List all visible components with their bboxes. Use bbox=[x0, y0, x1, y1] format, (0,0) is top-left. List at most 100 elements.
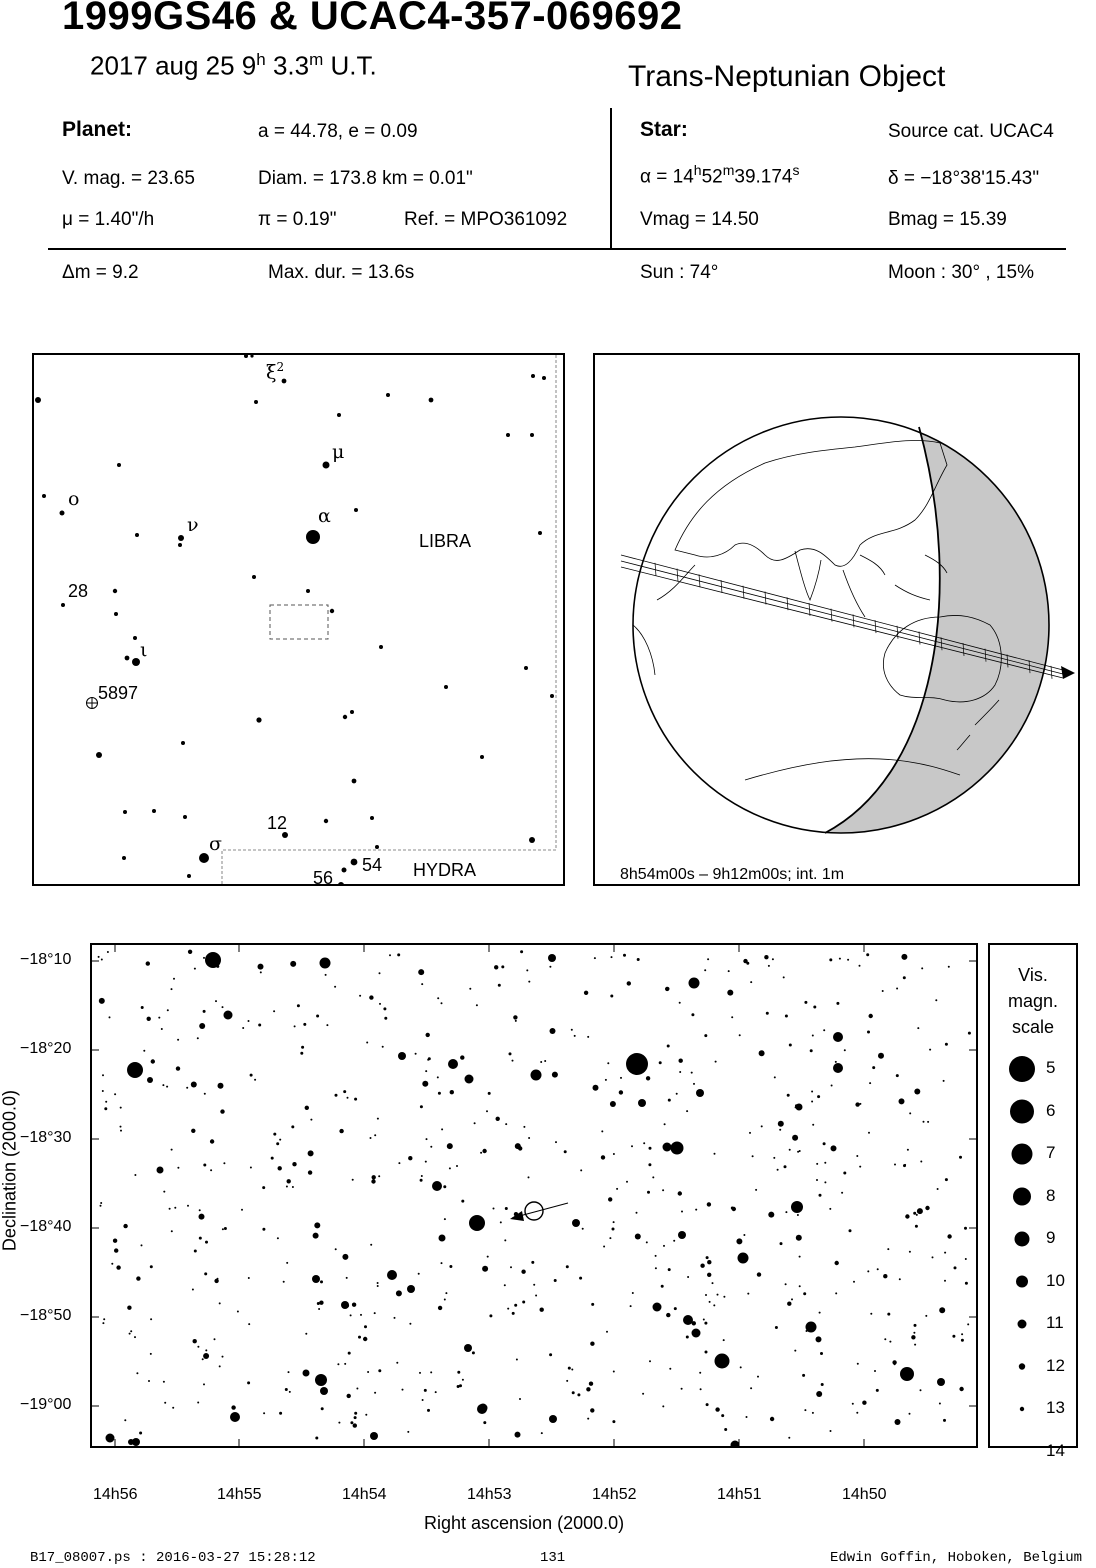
chart-star bbox=[196, 1037, 199, 1040]
chart-star bbox=[160, 1028, 163, 1030]
chart-star bbox=[747, 1292, 750, 1295]
chart-star bbox=[777, 1120, 784, 1127]
chart-star bbox=[829, 1207, 832, 1210]
chart-star bbox=[731, 1016, 734, 1019]
chart-star bbox=[927, 1120, 930, 1123]
chart-star bbox=[678, 1001, 681, 1004]
chart-star bbox=[743, 958, 748, 964]
page-title: 1999GS46 & UCAC4-357-069692 bbox=[62, 0, 683, 38]
finder-star bbox=[550, 694, 554, 698]
chart-star bbox=[904, 1163, 907, 1166]
legend-mag: 13 bbox=[1046, 1398, 1065, 1417]
chart-star bbox=[284, 1388, 288, 1391]
chart-star bbox=[649, 1360, 651, 1363]
chart-star bbox=[203, 1383, 205, 1386]
chart-star bbox=[645, 1076, 651, 1081]
chart-star bbox=[133, 1072, 136, 1076]
chart-star bbox=[851, 1402, 854, 1405]
chart-star bbox=[745, 1416, 748, 1418]
chart-star bbox=[494, 965, 499, 970]
chart-star bbox=[704, 969, 707, 972]
finder-chart bbox=[35, 355, 557, 884]
chart-star bbox=[822, 1142, 826, 1146]
star-heading: Star: bbox=[640, 118, 688, 141]
shadow-path-center bbox=[620, 560, 1064, 675]
chart-star bbox=[881, 990, 884, 992]
chart-star bbox=[108, 1016, 111, 1019]
path-tick bbox=[984, 648, 987, 662]
chart-star bbox=[495, 1116, 500, 1121]
chart-star-bright bbox=[805, 1321, 817, 1333]
date-main: 2017 aug 25 9 bbox=[90, 50, 257, 81]
chart-star bbox=[286, 1179, 291, 1184]
chart-star bbox=[695, 1208, 698, 1211]
chart-star bbox=[349, 1314, 352, 1317]
chart-star bbox=[841, 1191, 844, 1194]
chart-star bbox=[407, 1430, 410, 1433]
chart-star bbox=[892, 1360, 897, 1365]
chart-star bbox=[913, 1331, 916, 1334]
chart-star bbox=[944, 1279, 946, 1282]
chart-star bbox=[364, 1325, 367, 1329]
chart-star bbox=[938, 1402, 941, 1405]
chart-star bbox=[922, 1120, 925, 1123]
chart-star bbox=[293, 1025, 296, 1028]
chart-star bbox=[148, 1380, 150, 1382]
shadow-path-north bbox=[620, 554, 1064, 671]
finder-star bbox=[35, 397, 41, 403]
chart-star bbox=[162, 1084, 165, 1087]
star-chart-panel bbox=[90, 943, 978, 1448]
chart-star bbox=[764, 955, 769, 960]
chart-star bbox=[170, 988, 173, 991]
chart-star-bright bbox=[678, 1231, 686, 1239]
chart-star bbox=[482, 1148, 487, 1154]
chart-star bbox=[486, 1110, 488, 1113]
path-tick bbox=[654, 562, 657, 576]
path-tick bbox=[764, 591, 767, 605]
chart-star bbox=[816, 1162, 819, 1165]
chart-star bbox=[460, 1055, 465, 1060]
chart-star bbox=[193, 1249, 197, 1253]
chart-star bbox=[522, 1300, 526, 1304]
chart-star bbox=[203, 1092, 206, 1095]
chart-star bbox=[544, 1060, 547, 1062]
chart-star bbox=[704, 1321, 708, 1325]
path-tick bbox=[1028, 660, 1031, 674]
chart-star bbox=[829, 1430, 832, 1432]
finder-star bbox=[61, 603, 65, 607]
chart-star bbox=[305, 1332, 308, 1335]
chart-star bbox=[788, 1043, 792, 1047]
path-tick bbox=[940, 637, 943, 651]
chart-star bbox=[555, 1141, 557, 1144]
x-tick: 14h51 bbox=[717, 1486, 762, 1503]
chart-star bbox=[699, 1388, 702, 1391]
chart-star bbox=[517, 1433, 520, 1436]
finder-star bbox=[135, 533, 139, 537]
finder-star bbox=[351, 778, 357, 784]
chart-star bbox=[351, 1178, 354, 1181]
chart-star bbox=[123, 1223, 128, 1229]
chart-star bbox=[501, 965, 505, 969]
chart-star bbox=[779, 1242, 783, 1246]
chart-star-bright bbox=[127, 1062, 143, 1078]
legend-mag: 7 bbox=[1046, 1143, 1056, 1162]
chart-star bbox=[583, 990, 589, 995]
chart-star bbox=[421, 983, 424, 986]
chart-star bbox=[908, 1250, 911, 1253]
chart-star bbox=[514, 1303, 518, 1307]
chart-star bbox=[397, 953, 401, 957]
constellation-boundary bbox=[221, 355, 557, 884]
finder-star bbox=[96, 752, 102, 758]
chart-star bbox=[504, 1239, 507, 1242]
chart-star bbox=[713, 1304, 716, 1307]
chart-star bbox=[666, 1044, 670, 1048]
chart-star bbox=[883, 1274, 888, 1279]
chart-star bbox=[723, 1295, 726, 1298]
chart-star bbox=[398, 1162, 401, 1165]
chart-star bbox=[205, 1349, 208, 1352]
magnitude-legend: Vis. magn. scale 5 6 7 8 9 10 11 12 13 1… bbox=[988, 943, 1078, 1460]
chart-star bbox=[270, 1156, 274, 1160]
chart-star bbox=[449, 1090, 454, 1095]
chart-star bbox=[504, 1207, 508, 1210]
finder-star bbox=[183, 815, 187, 819]
